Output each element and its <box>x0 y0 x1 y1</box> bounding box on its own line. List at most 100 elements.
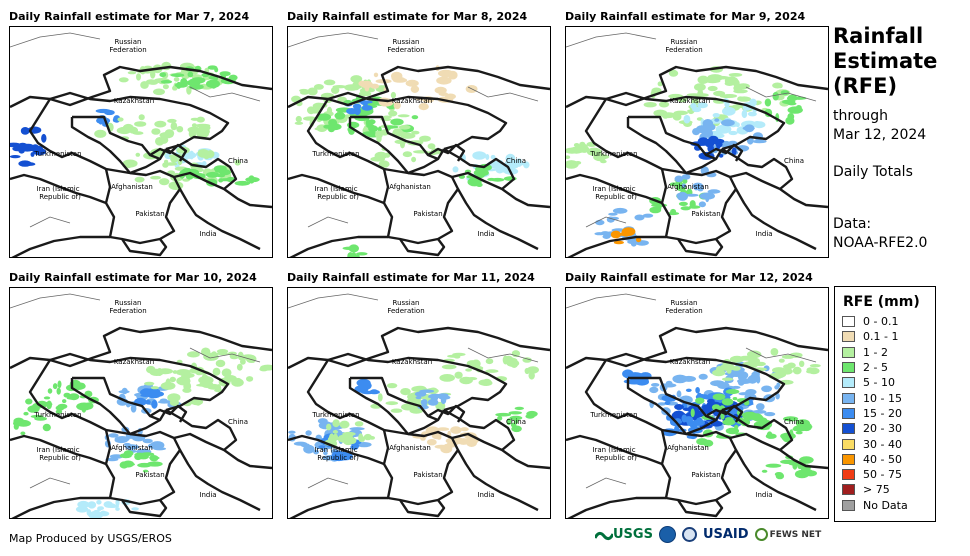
map-label-pakistan: Pakistan <box>413 471 443 479</box>
rainfall-patch <box>140 394 152 397</box>
map-svg <box>566 293 828 518</box>
rainfall-patch <box>167 118 177 123</box>
legend-label: 15 - 20 <box>863 406 902 420</box>
rainfall-patch <box>170 121 178 131</box>
rainfall-patch <box>471 359 481 368</box>
rainfall-patch <box>205 171 220 178</box>
rainfall-patch <box>738 379 745 386</box>
map-label-pakistan: Pakistan <box>691 210 721 218</box>
rainfall-patch <box>313 84 324 90</box>
legend-swatch <box>842 469 855 481</box>
rainfall-patch <box>99 511 110 517</box>
rainfall-patch <box>138 114 145 121</box>
rainfall-patch <box>702 119 714 128</box>
rainfall-patch <box>400 140 405 149</box>
legend-label: 30 - 40 <box>863 437 902 451</box>
country-border <box>456 449 539 512</box>
map-label-russia2: Federation <box>387 46 425 54</box>
rainfall-patch <box>682 178 688 184</box>
rainfall-patch <box>87 501 97 509</box>
rainfall-patch <box>94 129 107 138</box>
rainfall-patch <box>34 145 44 153</box>
rainfall-patch <box>117 117 124 122</box>
map-label-russia2: Federation <box>387 307 425 315</box>
rainfall-patch <box>761 469 768 473</box>
rainfall-patch <box>809 364 821 368</box>
rainfall-patch <box>746 125 754 130</box>
rainfall-patch <box>157 369 171 374</box>
legend-item: 0.1 - 1 <box>842 329 935 344</box>
rainfall-patch <box>673 110 688 116</box>
rainfall-patch <box>259 367 269 372</box>
rainfall-layer <box>13 347 272 518</box>
minor-border <box>307 216 349 228</box>
rainfall-patch <box>707 85 718 92</box>
rainfall-patch <box>593 153 607 162</box>
usaid-logo-text: USAID <box>702 527 749 542</box>
rainfall-patch <box>731 366 741 371</box>
map-label-iran2: Republic of) <box>39 193 81 201</box>
rainfall-patch <box>722 106 736 116</box>
rainfall-patch <box>108 433 119 438</box>
rainfall-patch <box>151 128 161 135</box>
rainfall-patch <box>30 152 35 157</box>
rainfall-patch <box>20 127 30 135</box>
map-label-china: China <box>784 418 804 426</box>
legend-label: 20 - 30 <box>863 422 902 436</box>
rainfall-patch <box>234 159 241 166</box>
map-label-iran2: Republic of) <box>595 454 637 462</box>
rainfall-patch <box>665 380 673 388</box>
rainfall-patch <box>751 410 767 414</box>
rainfall-patch <box>490 154 496 160</box>
rainfall-patch <box>438 69 454 78</box>
rainfall-patch <box>685 388 692 392</box>
rainfall-patch <box>150 175 162 180</box>
country-border <box>149 404 188 423</box>
rainfall-patch <box>159 178 170 186</box>
rainfall-patch <box>678 201 688 206</box>
rainfall-patch <box>722 419 736 426</box>
country-border <box>427 404 466 423</box>
rainfall-patch <box>460 427 469 432</box>
rainfall-patch <box>382 115 392 119</box>
rainfall-patch <box>508 411 522 415</box>
rainfall-patch <box>415 396 422 400</box>
minor-border <box>288 293 379 309</box>
rainfall-patch <box>167 393 181 402</box>
rainfall-patch <box>20 431 26 436</box>
rainfall-patch <box>612 207 628 214</box>
rainfall-patch <box>77 500 90 509</box>
title-line-3: (RFE) <box>833 74 898 98</box>
legend-label: 1 - 2 <box>863 345 888 359</box>
rainfall-patch <box>776 382 781 388</box>
country-border <box>288 65 550 109</box>
rainfall-patch <box>495 412 512 417</box>
rainfall-patch <box>507 163 519 169</box>
country-border <box>734 449 817 512</box>
country-border <box>327 91 508 151</box>
rainfall-patch <box>608 212 618 216</box>
map-label-afghanistan: Afghanistan <box>111 444 153 452</box>
rainfall-patch <box>696 438 708 446</box>
country-border <box>626 117 687 174</box>
rainfall-patch <box>390 91 396 99</box>
country-border <box>327 352 508 412</box>
rainfall-patch <box>245 177 260 183</box>
rainfall-patch <box>427 143 436 150</box>
country-border <box>28 98 168 175</box>
rainfall-patch <box>724 76 739 85</box>
legend-swatch <box>842 499 855 511</box>
rainfall-patch <box>693 183 699 191</box>
rainfall-patch <box>414 391 427 397</box>
rainfall-patch <box>56 387 61 395</box>
legend-item: 0 - 0.1 <box>842 314 935 329</box>
rainfall-patch <box>690 103 697 109</box>
rainfall-patch <box>196 116 205 123</box>
rainfall-patch <box>332 85 347 89</box>
minor-border <box>189 86 261 102</box>
rainfall-patch <box>363 100 368 108</box>
rainfall-patch <box>352 103 362 110</box>
rainfall-patch <box>339 113 344 119</box>
rainfall-patch <box>27 405 40 413</box>
map-label-india: India <box>755 491 773 499</box>
